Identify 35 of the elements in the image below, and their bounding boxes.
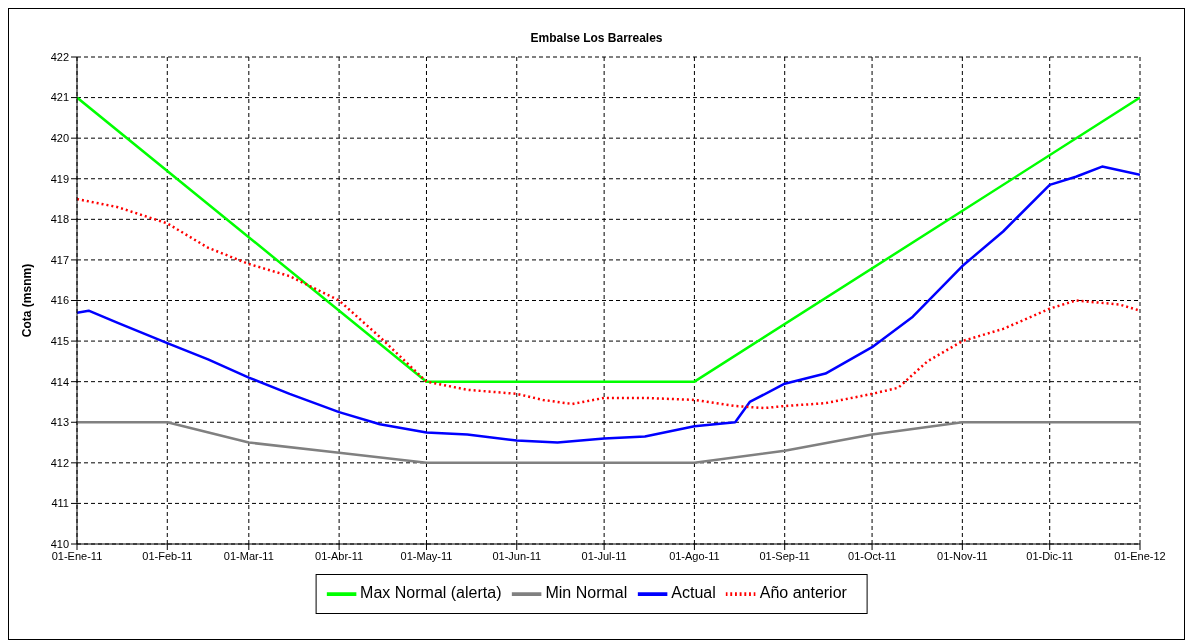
y-tick-label: 413 xyxy=(50,416,69,429)
y-tick-label: 415 xyxy=(50,334,69,347)
y-tick-label: 410 xyxy=(50,537,69,550)
y-tick-label: 419 xyxy=(50,172,69,185)
x-tick-label: 01-Mar-11 xyxy=(223,549,274,562)
y-tick-label: 416 xyxy=(50,294,69,307)
x-tick-label: 01-Jun-11 xyxy=(492,549,542,562)
x-tick-label: 01-Dic-11 xyxy=(1026,549,1074,562)
chart-title: Embalse Los Barreales xyxy=(529,31,664,45)
legend-label: Actual xyxy=(671,584,716,602)
x-tick-label: 01-Oct-11 xyxy=(848,549,897,562)
x-tick-label: 01-May-11 xyxy=(400,549,453,562)
y-tick-label: 420 xyxy=(50,132,69,145)
line-series xyxy=(77,421,1140,465)
legend-label: Año anterior xyxy=(759,584,847,602)
x-tick-label: 01-Nov-11 xyxy=(937,549,988,562)
y-tick-label: 411 xyxy=(51,497,69,510)
x-tick-label: 01-Feb-11 xyxy=(142,549,193,562)
x-tick-label: 01-Sep-11 xyxy=(759,549,810,562)
x-tick-label: 01-Ene-12 xyxy=(1114,549,1166,562)
x-tick-label: 01-Ene-11 xyxy=(51,549,103,562)
y-tick-label: 412 xyxy=(50,456,69,469)
y-tick-label: 414 xyxy=(50,375,69,388)
y-tick-label: 422 xyxy=(50,50,69,63)
line-series xyxy=(77,165,1140,444)
line-series xyxy=(77,197,1140,410)
y-tick-label: 417 xyxy=(50,253,69,266)
x-tick-label: 01-Abr-11 xyxy=(315,549,364,562)
x-tick-label: 01-Jul-11 xyxy=(581,549,627,562)
y-axis-title: Cota (msnm) xyxy=(20,263,35,338)
y-tick-label: 418 xyxy=(50,213,69,226)
x-tick-label: 01-Ago-11 xyxy=(669,549,720,562)
legend-label: Min Normal xyxy=(545,584,628,602)
legend-label: Max Normal (alerta) xyxy=(360,584,502,602)
y-tick-label: 421 xyxy=(50,91,69,104)
